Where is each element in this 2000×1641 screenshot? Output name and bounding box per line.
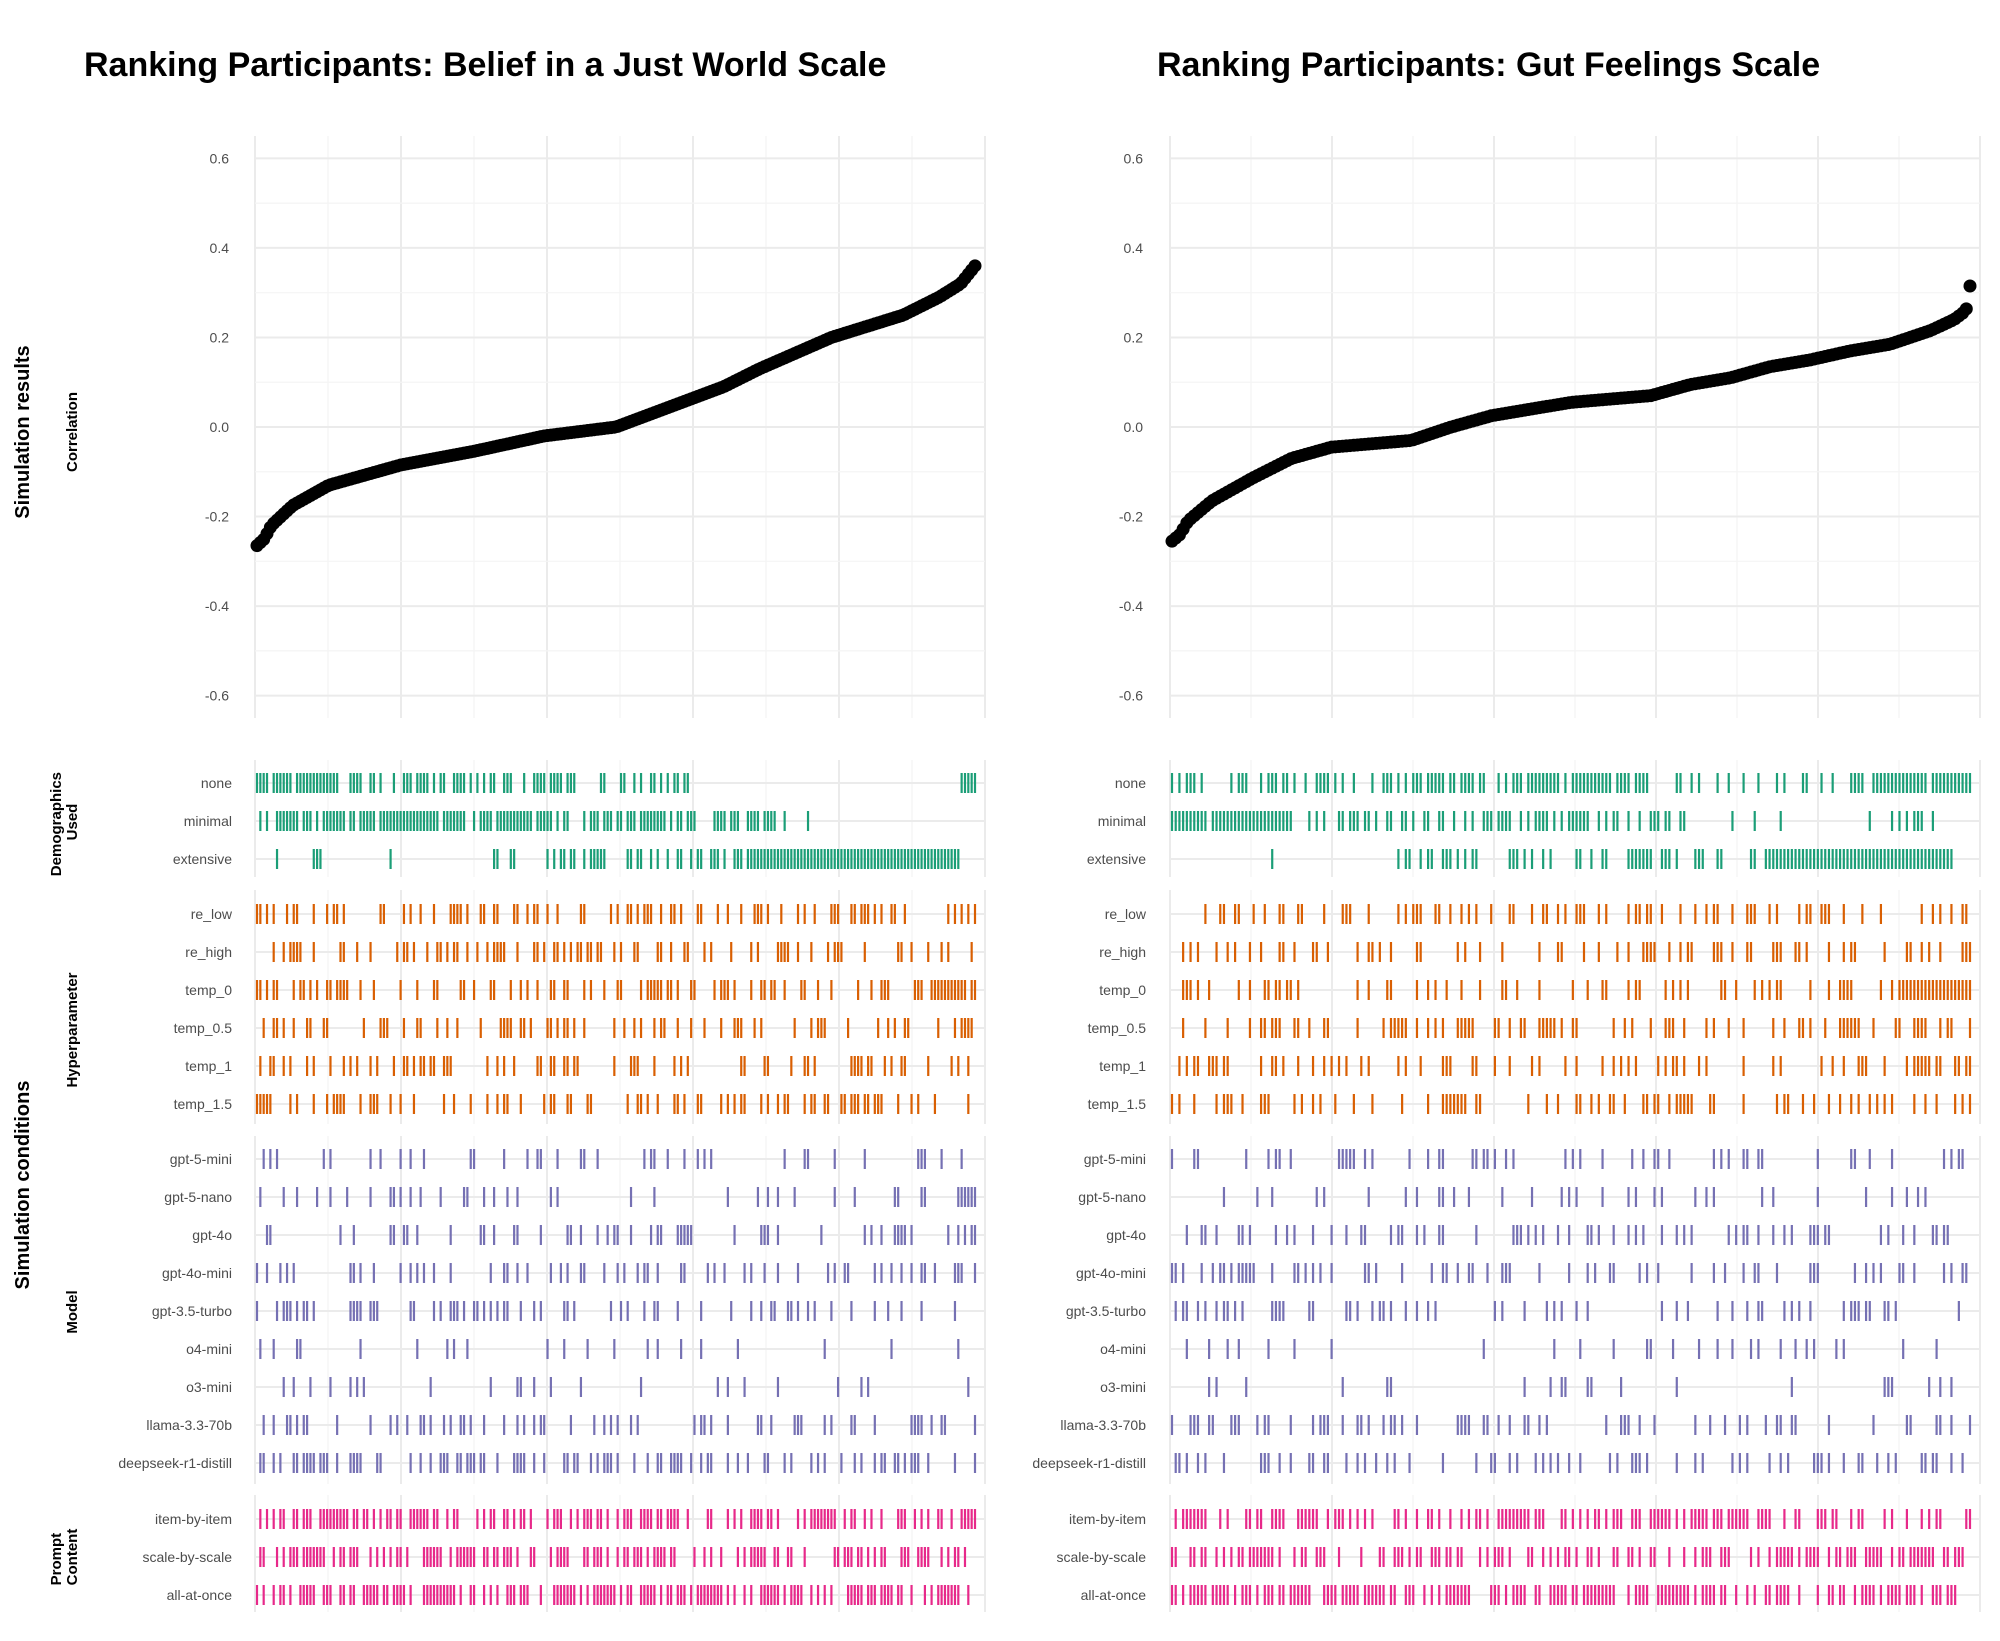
condition-category-label: none [201,775,232,791]
facet-label-prompt-line-1: Prompt [48,1533,65,1586]
condition-category-label: minimal [184,813,232,829]
facet-label-hyperparameter: Hyperparameter [64,972,81,1087]
group-label-results: Simulation results [12,345,34,518]
condition-category-label: gpt-4o [1106,1227,1146,1243]
group-label-simulation-results: Simulation results [12,345,34,518]
chart-belief-just-world: Ranking Participants: Belief in a Just W… [84,46,986,1612]
condition-category-label: gpt-4o-mini [162,1265,232,1281]
condition-panel: item-by-item scale-by-scale all-at-once [1057,1495,1981,1612]
condition-category-label: all-at-once [167,1587,233,1603]
condition-category-label: extensive [173,851,232,867]
facet-label-demographics-line-2: Used [64,804,81,841]
condition-category-label: temp_0 [1099,982,1146,998]
correlation-point [1963,279,1977,293]
y-tick-label: 0.0 [210,419,230,435]
condition-category-label: o3-mini [1100,1379,1146,1395]
condition-category-label: deepseek-r1-distill [1032,1455,1146,1471]
condition-category-label: temp_0 [185,982,232,998]
condition-category-label: temp_0.5 [174,1020,233,1036]
condition-panel: gpt-5-mini gpt-5-nano gpt-4o gpt-4o-mini gpt… [118,1136,986,1484]
condition-panel: none minimal extensive [173,760,986,877]
condition-category-label: temp_1 [185,1058,232,1074]
condition-panel: re_low re_high temp_0 temp_0.5 temp_1 temp_1.… [1088,890,1981,1124]
condition-panel: none minimal extensive [1087,760,1981,877]
condition-panel: gpt-5-mini gpt-5-nano gpt-4o gpt-4o-mini gpt… [1032,1136,1981,1484]
condition-category-label: minimal [1098,813,1146,829]
condition-panel: re_low re_high temp_0 temp_0.5 temp_1 temp_1.… [174,890,986,1124]
group-label-conditions: Simulation conditions [12,1081,34,1290]
facet-label-demographics: Demographics Used [48,768,81,876]
y-tick-label: 0.6 [1124,150,1144,166]
chart-title-belief-just-world: Ranking Participants: Belief in a Just W… [84,46,886,84]
condition-category-label: re_low [1105,906,1147,922]
condition-category-label: scale-by-scale [1057,1549,1147,1565]
facet-label-prompt: Prompt Content [48,1529,81,1586]
condition-category-label: none [1115,775,1146,791]
condition-category-label: item-by-item [155,1511,232,1527]
y-tick-label: -0.2 [205,509,229,525]
condition-category-label: re_high [185,944,232,960]
condition-panel: item-by-item scale-by-scale all-at-once [143,1495,986,1612]
correlation-panel: 0.6 0.4 0.2 0.0 -0.2 -0.4 -0.6 [1119,136,1981,718]
y-tick-label: -0.6 [1119,688,1143,704]
condition-category-label: re_high [1099,944,1146,960]
condition-category-label: llama-3.3-70b [146,1417,232,1433]
condition-category-label: temp_1.5 [1088,1096,1147,1112]
condition-category-label: temp_1 [1099,1058,1146,1074]
y-tick-label: -0.2 [1119,509,1143,525]
condition-category-label: gpt-5-nano [164,1189,232,1205]
correlation-point [1959,302,1973,316]
y-tick-label: 0.6 [210,150,230,166]
group-label-simulation-conditions: Simulation conditions [12,1081,34,1290]
y-tick-label: 0.4 [210,240,230,256]
condition-category-label: o3-mini [186,1379,232,1395]
condition-category-label: gpt-3.5-turbo [152,1303,232,1319]
y-tick-label: 0.0 [1124,419,1144,435]
condition-category-label: o4-mini [186,1341,232,1357]
condition-category-label: gpt-5-nano [1078,1189,1146,1205]
facet-label-correlation: Correlation [64,392,81,472]
facet-labels: Correlation Demographics Used Hyperparam… [48,392,81,1585]
y-tick-label: -0.4 [1119,598,1143,614]
facet-label-demographics-line-1: Demographics [48,772,65,876]
condition-category-label: llama-3.3-70b [1060,1417,1146,1433]
correlation-panel: 0.6 0.4 0.2 0.0 -0.2 -0.4 -0.6 [205,136,986,718]
condition-category-label: scale-by-scale [143,1549,233,1565]
condition-category-label: gpt-4o-mini [1076,1265,1146,1281]
condition-category-label: gpt-5-mini [1084,1151,1146,1167]
facet-label-prompt-line-2: Content [64,1529,81,1586]
y-tick-label: -0.6 [205,688,229,704]
condition-category-label: temp_0.5 [1088,1020,1147,1036]
condition-category-label: item-by-item [1069,1511,1146,1527]
condition-category-label: deepseek-r1-distill [118,1455,232,1471]
condition-category-label: o4-mini [1100,1341,1146,1357]
chart-gut-feelings: Ranking Participants: Gut Feelings Scale… [1032,46,1981,1612]
y-tick-label: 0.2 [1124,329,1144,345]
condition-category-label: gpt-4o [192,1227,232,1243]
condition-category-label: re_low [191,906,233,922]
facet-label-model: Model [64,1290,81,1333]
y-tick-label: -0.4 [205,598,229,614]
condition-category-label: gpt-3.5-turbo [1066,1303,1146,1319]
condition-category-label: all-at-once [1081,1587,1147,1603]
condition-category-label: gpt-5-mini [170,1151,232,1167]
chart-title-gut-feelings: Ranking Participants: Gut Feelings Scale [1157,46,1820,84]
y-tick-label: 0.4 [1124,240,1144,256]
y-tick-label: 0.2 [210,329,230,345]
correlation-point [968,259,982,273]
condition-category-label: temp_1.5 [174,1096,233,1112]
condition-category-label: extensive [1087,851,1146,867]
